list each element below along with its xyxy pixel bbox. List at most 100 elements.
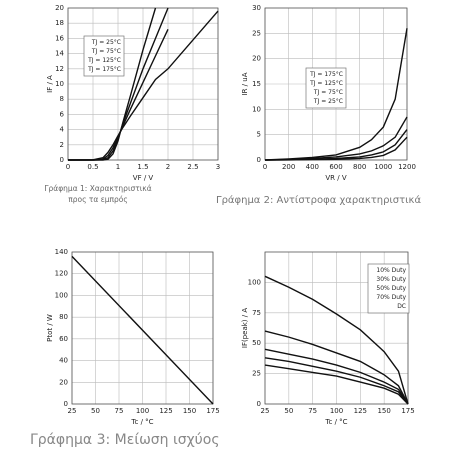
x-tick-label: 1000 [374,163,392,171]
x-tick-label: 150 [183,407,196,415]
x-tick-label: 100 [136,407,149,415]
x-tick-label: 75 [115,407,124,415]
legend-label: 70% Duty [376,294,406,301]
y-tick-label: 20 [55,4,64,12]
caption: Γράφημα 2: Αντίστροφα χαρακτηριστικά [216,194,421,206]
y-tick-label: 100 [248,278,261,286]
y-tick-label: 60 [59,335,68,343]
x-tick-label: 2 [166,163,170,171]
x-axis-label: VR / V [325,174,346,182]
y-tick-label: 5 [257,131,261,139]
legend-label: TJ = 75°C [91,48,121,55]
x-tick-label: 1 [116,163,120,171]
curve [264,364,409,405]
legend-label: TJ = 125°C [87,57,121,64]
y-axis-label: IF(peak) / A [241,308,249,348]
curve [264,330,409,405]
y-tick-label: 10 [55,80,64,88]
plot-frame [264,251,409,405]
curve [71,255,214,405]
curve [264,136,408,161]
x-axis-label: VF / V [133,174,154,182]
y-tick-label: 0 [257,156,261,164]
curve [264,348,409,405]
legend-label: TJ = 175°C [87,66,121,73]
y-tick-label: 0 [257,400,261,408]
caption: Γράφημα 3: Μείωση ισχύος [30,432,220,448]
y-tick-label: 16 [55,34,64,42]
x-tick-label: 125 [159,407,172,415]
y-tick-label: 2 [60,141,64,149]
y-tick-label: 30 [252,4,261,12]
x-tick-label: 50 [91,407,100,415]
x-tick-label: 0.5 [87,163,98,171]
legend-label: TJ = 125°C [309,80,343,87]
y-tick-label: 0 [60,156,64,164]
y-tick-label: 25 [252,370,261,378]
x-tick-label: 100 [330,407,343,415]
legend-box [305,67,347,109]
y-axis-label: IF / A [46,75,54,93]
y-tick-label: 10 [252,105,261,113]
y-tick-label: 75 [252,309,261,317]
x-tick-label: 50 [284,407,293,415]
plot-frame [264,7,408,161]
y-tick-label: 15 [252,80,261,88]
y-tick-label: 4 [60,126,65,134]
y-tick-label: 12 [55,65,64,73]
y-tick-label: 20 [59,378,68,386]
plot-frame [71,251,214,405]
x-tick-label: 200 [282,163,295,171]
x-tick-label: 1200 [398,163,416,171]
x-tick-label: 175 [206,407,219,415]
y-axis-label: Ptot / W [46,314,54,342]
legend-label: 10% Duty [376,267,406,274]
legend-label: TJ = 175°C [309,71,343,78]
x-tick-label: 0 [66,163,70,171]
curve [264,275,409,405]
x-tick-label: 2.5 [187,163,198,171]
x-tick-label: 25 [261,407,270,415]
legend-label: TJ = 25°C [313,98,343,105]
legend-label: 50% Duty [376,285,406,292]
legend-label: 30% Duty [376,276,406,283]
y-axis-label: IR / uA [241,72,249,95]
x-axis-label: Tc / °C [324,418,347,426]
x-tick-label: 125 [354,407,367,415]
y-tick-label: 8 [60,95,64,103]
legend-label: DC [397,303,406,310]
y-tick-label: 100 [55,291,68,299]
x-tick-label: 3 [216,163,220,171]
caption: Γράφημα 1: Χαρακτηριστικά [44,184,151,193]
y-tick-label: 120 [55,270,68,278]
x-tick-label: 150 [377,407,390,415]
y-tick-label: 140 [55,248,68,256]
x-tick-label: 0 [263,163,267,171]
legend-box [83,35,125,77]
x-tick-label: 25 [68,407,77,415]
y-tick-label: 25 [252,29,261,37]
y-tick-label: 14 [55,50,64,58]
x-tick-label: 600 [329,163,342,171]
plot-frame [67,7,219,161]
y-tick-label: 20 [252,55,261,63]
legend-box [367,263,410,314]
y-tick-label: 40 [59,357,68,365]
x-tick-label: 75 [308,407,317,415]
curve [67,10,219,161]
x-tick-label: 175 [401,407,414,415]
x-axis-label: Tc / °C [130,418,153,426]
legend-label: TJ = 75°C [313,89,343,96]
y-tick-label: 6 [60,110,65,118]
x-tick-label: 800 [353,163,366,171]
caption: προς τα εμπρός [68,195,128,204]
y-tick-label: 80 [59,313,68,321]
x-tick-label: 400 [306,163,319,171]
curve [264,357,409,405]
y-tick-label: 50 [252,339,261,347]
y-tick-label: 18 [55,19,64,27]
curve [68,28,169,161]
x-tick-label: 1.5 [137,163,148,171]
y-tick-label: 0 [64,400,68,408]
